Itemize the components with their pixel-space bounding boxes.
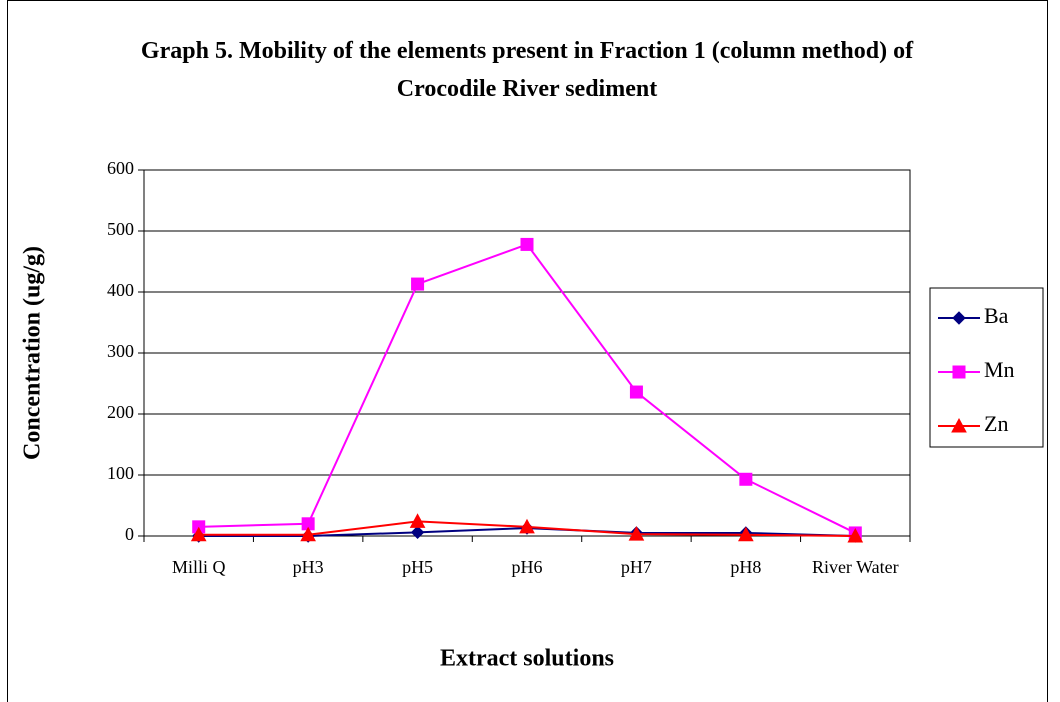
x-tick-label: pH8	[730, 557, 762, 577]
data-point	[628, 526, 645, 541]
data-point	[410, 525, 425, 540]
data-point	[738, 526, 754, 542]
y-tick-label: 400	[107, 280, 134, 300]
legend-label: Zn	[984, 411, 1008, 436]
x-tick-label: Milli Q	[171, 557, 226, 577]
x-tick-label: pH6	[511, 557, 543, 577]
data-point	[190, 526, 207, 542]
y-tick-label: 600	[107, 158, 134, 178]
y-axis-title: Concentration (ug/g)	[20, 246, 46, 460]
data-point	[300, 526, 316, 542]
y-tick-label: 100	[107, 463, 134, 483]
legend-marker	[952, 365, 966, 379]
x-tick-label: River Water	[811, 557, 899, 577]
x-tick-label: pH3	[292, 557, 324, 577]
legend-label: Mn	[984, 357, 1015, 382]
data-point	[847, 527, 864, 543]
chart-title: Graph 5. Mobility of the elements presen…	[140, 38, 914, 102]
legend-marker	[952, 311, 966, 325]
data-point	[739, 472, 753, 486]
data-point	[409, 513, 426, 528]
y-tick-label: 200	[107, 402, 134, 422]
legend-marker	[951, 417, 967, 433]
x-tick-label: pH7	[620, 557, 652, 577]
legend	[929, 287, 1044, 448]
data-point	[520, 237, 534, 251]
y-tick-label: 500	[107, 219, 134, 239]
y-tick-label: 300	[107, 341, 134, 361]
x-tick-label: pH5	[402, 557, 434, 577]
data-point	[411, 277, 425, 291]
x-axis-title: Extract solutions	[440, 646, 614, 672]
data-point	[629, 385, 643, 399]
legend-label: Ba	[984, 303, 1009, 328]
y-tick-label: 0	[125, 524, 134, 544]
data-point	[519, 518, 535, 534]
chart-frame	[7, 0, 1048, 702]
